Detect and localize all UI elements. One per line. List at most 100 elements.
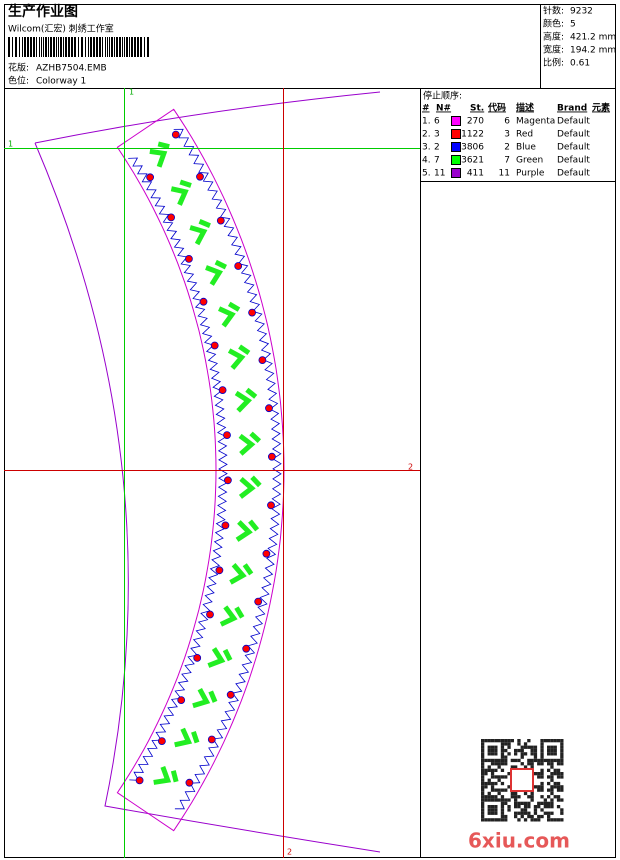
qr-cell bbox=[540, 758, 544, 763]
red-dot bbox=[265, 404, 273, 413]
row-description: Red bbox=[516, 130, 533, 140]
qr-cell bbox=[556, 805, 561, 809]
qr-cell bbox=[530, 762, 534, 766]
chevron bbox=[238, 475, 262, 499]
qr-cell bbox=[540, 785, 544, 789]
qr-cell bbox=[497, 758, 501, 763]
bar bbox=[15, 37, 17, 57]
qr-cell bbox=[550, 801, 554, 805]
red-dot bbox=[135, 776, 144, 785]
qr-cell bbox=[530, 745, 534, 749]
chevron-arm bbox=[249, 431, 262, 443]
qr-cell bbox=[553, 785, 557, 789]
qr-cell bbox=[550, 798, 554, 802]
qr-cell bbox=[514, 748, 518, 753]
qr-cell bbox=[487, 752, 491, 756]
qr-cell bbox=[507, 745, 511, 749]
chevron bbox=[174, 727, 200, 748]
chevron-arm bbox=[170, 770, 179, 783]
qr-cell bbox=[547, 814, 551, 819]
stat-label: 比例: bbox=[543, 57, 564, 69]
qr-cell bbox=[560, 775, 564, 779]
red-dot bbox=[234, 262, 243, 270]
qr-cell bbox=[494, 748, 498, 753]
qr-cell bbox=[490, 745, 495, 749]
qr-cell bbox=[500, 762, 505, 766]
qr-cell bbox=[481, 798, 485, 802]
qr-cell bbox=[527, 758, 531, 763]
cross-stitch bbox=[173, 128, 282, 810]
chevron-arm bbox=[218, 306, 236, 328]
bar bbox=[36, 37, 37, 57]
chevron-arm bbox=[235, 520, 253, 542]
qr-cell bbox=[523, 811, 528, 815]
qr-cell bbox=[484, 768, 488, 772]
bar bbox=[48, 37, 49, 57]
chevron-arm bbox=[157, 141, 170, 150]
qr-cell bbox=[537, 775, 541, 779]
red-dot bbox=[185, 778, 194, 787]
bar bbox=[119, 37, 121, 57]
chevron bbox=[153, 766, 179, 785]
qr-cell bbox=[556, 758, 561, 763]
qr-cell bbox=[537, 801, 541, 805]
cross-stitch bbox=[128, 157, 228, 781]
qr-cell bbox=[490, 805, 495, 809]
row-needle: 3 bbox=[434, 130, 440, 140]
qr-cell bbox=[487, 791, 491, 796]
row-stitches: 1122 bbox=[461, 130, 484, 140]
chevron bbox=[227, 344, 251, 370]
qr-cell bbox=[527, 805, 531, 809]
chevron-arm bbox=[229, 563, 247, 585]
qr-cell bbox=[523, 745, 528, 749]
chevron-arm bbox=[222, 648, 233, 662]
qr-cell bbox=[494, 775, 498, 779]
qr-cell bbox=[543, 798, 547, 802]
bar bbox=[99, 37, 101, 57]
qr-cell bbox=[481, 801, 485, 805]
qr-cell bbox=[560, 745, 564, 749]
stat-label: 宽度: bbox=[543, 44, 564, 56]
qr-cell bbox=[540, 768, 544, 772]
chevron-arm bbox=[250, 475, 262, 488]
qr-cell bbox=[556, 739, 561, 743]
red-dot bbox=[216, 216, 225, 225]
qr-cell bbox=[540, 788, 544, 792]
red-dot bbox=[210, 341, 219, 350]
outline bbox=[34, 91, 381, 853]
qr-cell bbox=[517, 742, 521, 746]
qr-cell bbox=[481, 811, 485, 815]
qr-cell bbox=[517, 811, 521, 815]
bar bbox=[105, 37, 106, 57]
qr-cell bbox=[560, 755, 564, 759]
qr-cell bbox=[553, 752, 557, 756]
bar bbox=[33, 37, 35, 57]
qr-cell bbox=[507, 752, 511, 756]
red-dot bbox=[254, 597, 263, 606]
chevron bbox=[229, 563, 254, 585]
qr-cell bbox=[520, 801, 524, 805]
qr-cell bbox=[523, 791, 528, 796]
qr-cell bbox=[540, 739, 544, 743]
bar bbox=[116, 37, 118, 57]
qr-cell bbox=[514, 795, 518, 799]
qr-cell bbox=[550, 748, 554, 753]
qr-cell bbox=[514, 752, 518, 756]
qr-cell bbox=[550, 778, 554, 782]
qr-cell bbox=[556, 785, 561, 789]
qr-cell bbox=[490, 781, 495, 786]
qr-cell bbox=[481, 739, 485, 743]
qr-cell bbox=[490, 798, 495, 802]
qr-cell bbox=[494, 788, 498, 792]
bar bbox=[144, 37, 145, 57]
red-dot bbox=[218, 386, 227, 395]
drawing bbox=[34, 91, 381, 853]
qr-cell bbox=[537, 788, 541, 792]
chevron-arm bbox=[192, 687, 211, 709]
qr-cell bbox=[550, 745, 554, 749]
qr-seal bbox=[510, 768, 534, 792]
stat-value: 0.61 bbox=[570, 59, 590, 69]
qr-cell bbox=[497, 762, 501, 766]
qr-cell bbox=[550, 811, 554, 815]
qr-cell bbox=[514, 765, 518, 769]
